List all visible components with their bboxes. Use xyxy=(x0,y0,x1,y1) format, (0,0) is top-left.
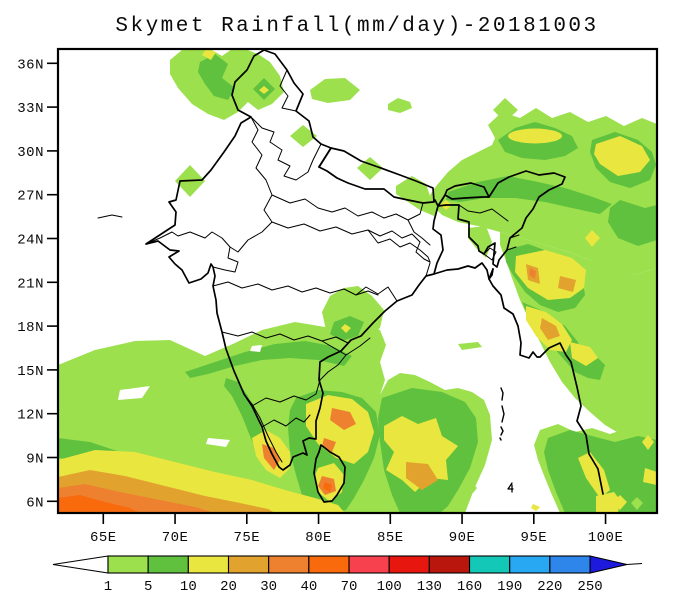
x-tick-label: 65E xyxy=(90,530,117,546)
y-tick-label: 9N xyxy=(26,452,44,468)
rain-se-diamond xyxy=(631,497,643,510)
colorbar-right-arrow xyxy=(589,555,628,574)
colorbar-tick-label: 250 xyxy=(577,579,602,595)
colorbar-cell xyxy=(468,555,511,574)
rainfall-layers xyxy=(58,49,657,513)
y-tick-label: 30N xyxy=(17,145,44,161)
bangladesh-outline xyxy=(433,262,494,280)
colorbar-cell xyxy=(187,555,230,574)
colorbar-tick-label: 40 xyxy=(300,579,317,595)
colorbar-left-arrow xyxy=(52,555,109,574)
y-tick-label: 27N xyxy=(17,189,44,205)
x-tick-label: 85E xyxy=(377,530,404,546)
country-outlines xyxy=(97,49,604,503)
x-tick-label: 75E xyxy=(233,530,260,546)
sri-lanka-outline xyxy=(313,444,346,503)
colorbar-cell xyxy=(147,555,189,574)
rain-layer-20-30 xyxy=(406,264,576,490)
y-tick-label: 36N xyxy=(17,57,44,73)
chart-title: Skymet Rainfall(mm/day)-20181003 xyxy=(115,15,598,38)
colorbar-cell xyxy=(388,555,430,574)
colorbar-tick-label: 5 xyxy=(144,579,152,595)
colorbar-cell xyxy=(549,555,591,574)
x-axis: 65E 70E 75E 80E 85E 90E 95E 100E xyxy=(90,513,623,546)
colorbar-tick-label: 1 xyxy=(104,579,112,595)
y-tick-label: 6N xyxy=(26,495,44,511)
colorbar-cell xyxy=(348,555,390,574)
y-tick-label: 33N xyxy=(17,101,44,117)
colorbar-tick-label: 220 xyxy=(537,579,562,595)
x-tick-label: 80E xyxy=(305,530,332,546)
x-tick-label: 70E xyxy=(162,530,189,546)
y-tick-label: 15N xyxy=(17,364,44,380)
state-boundaries xyxy=(145,69,520,463)
colorbar-tick-label: 10 xyxy=(180,579,197,595)
colorbar-cell xyxy=(227,555,270,574)
colorbar-tick-label: 130 xyxy=(417,579,442,595)
colorbar-tick-label: 160 xyxy=(457,579,482,595)
rain-layer-30-40 xyxy=(262,268,536,495)
x-tick-label: 100E xyxy=(588,530,624,546)
no-rain-holes xyxy=(118,345,262,447)
y-tick-label: 21N xyxy=(17,276,44,292)
colorbar-cell xyxy=(509,555,551,574)
india-outline xyxy=(145,49,566,471)
map-frame xyxy=(56,47,659,515)
bhutan-outline xyxy=(444,182,490,198)
colorbar-tick-label: 30 xyxy=(260,579,277,595)
colorbar-arrow-tail xyxy=(627,563,643,565)
colorbar-tick-label: 190 xyxy=(497,579,522,595)
colorbar-cell xyxy=(308,555,350,574)
colorbar-tick-label: 100 xyxy=(377,579,402,595)
colorbar-cell xyxy=(428,555,471,574)
colorbar-tick-label: 70 xyxy=(341,579,358,595)
rain-layer-40-70 xyxy=(323,482,332,492)
colorbar-cell xyxy=(268,555,310,574)
colorbar-cell xyxy=(107,555,149,574)
west-coast-dash xyxy=(97,214,123,219)
rain-sw-bands xyxy=(58,450,345,513)
myanmar-coastline xyxy=(488,268,604,495)
y-tick-label: 12N xyxy=(17,408,44,424)
colorbar-tick-label: 20 xyxy=(220,579,237,595)
y-tick-label: 18N xyxy=(17,320,44,336)
y-axis: 36N 33N 30N 27N 24N 21N 18N 15N 12N 9N 6N xyxy=(17,57,58,511)
colorbar: 1 5 10 20 30 40 70 100 130 160 190 220 250 xyxy=(52,555,643,595)
nicobar-island-glyph xyxy=(507,482,514,493)
y-tick-label: 24N xyxy=(17,233,44,249)
x-tick-label: 95E xyxy=(520,530,547,546)
x-tick-label: 90E xyxy=(449,530,476,546)
andaman-islands xyxy=(499,387,505,441)
nepal-outline xyxy=(318,147,435,203)
